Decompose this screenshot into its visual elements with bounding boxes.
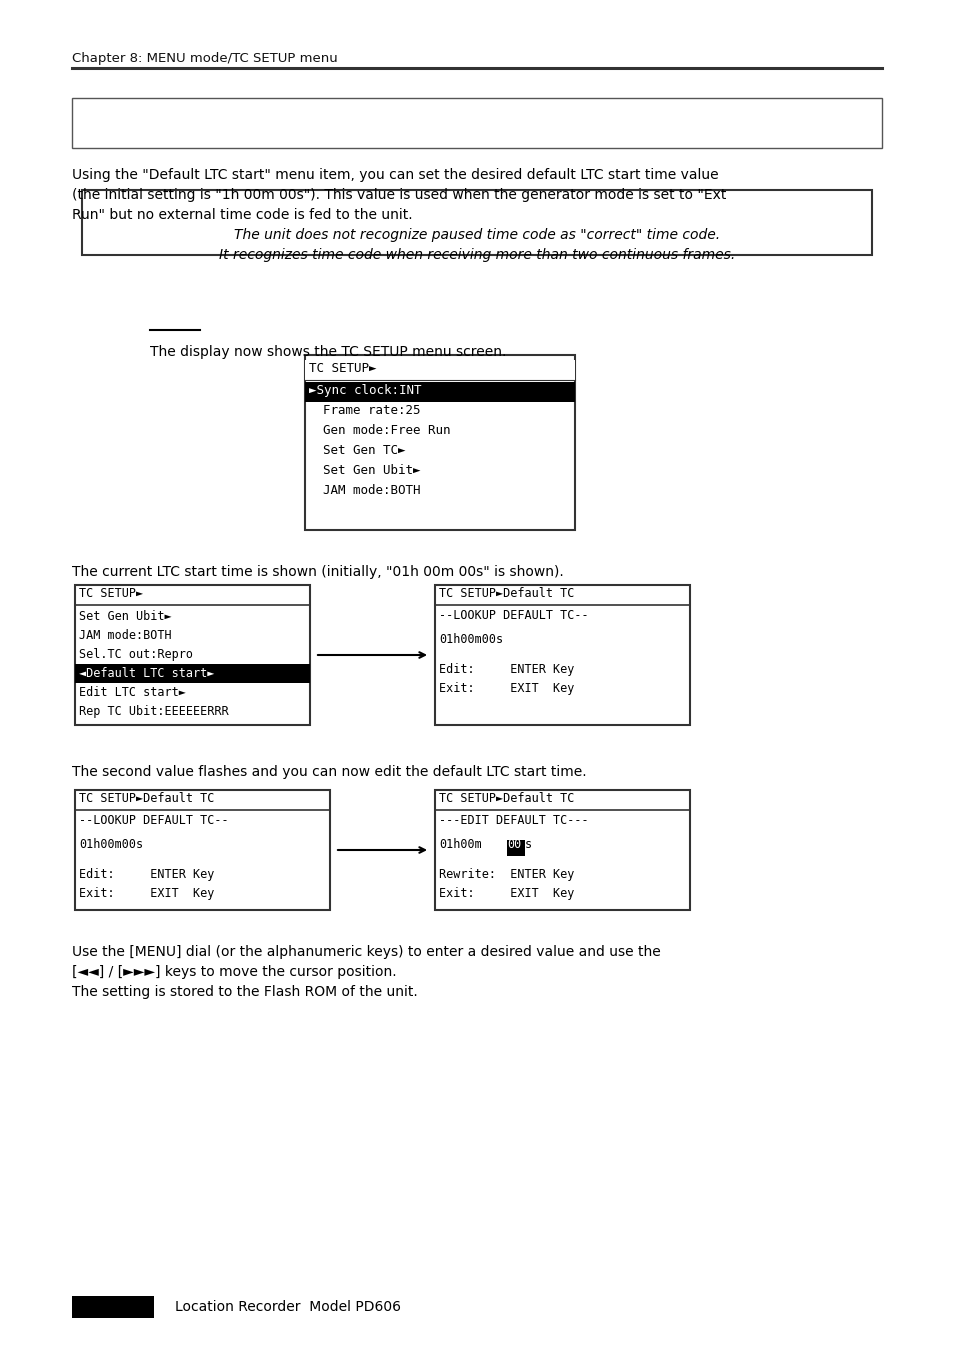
Text: Chapter 8: MENU mode/TC SETUP menu: Chapter 8: MENU mode/TC SETUP menu [71,51,337,65]
Text: Rep TC Ubit:EEEEEERRR: Rep TC Ubit:EEEEEERRR [79,705,229,717]
Text: TC SETUP►: TC SETUP► [309,362,376,376]
Text: The setting is stored to the Flash ROM of the unit.: The setting is stored to the Flash ROM o… [71,985,417,998]
Text: Set Gen Ubit►: Set Gen Ubit► [323,463,420,477]
Text: Rewrite:  ENTER Key: Rewrite: ENTER Key [438,867,574,881]
Text: The unit does not recognize paused time code as "correct" time code.: The unit does not recognize paused time … [233,228,720,242]
Text: JAM mode:BOTH: JAM mode:BOTH [323,484,420,497]
Text: TC SETUP►: TC SETUP► [79,586,143,600]
Text: The current LTC start time is shown (initially, "01h 00m 00s" is shown).: The current LTC start time is shown (ini… [71,565,563,580]
Text: [◄◄] / [►►►] keys to move the cursor position.: [◄◄] / [►►►] keys to move the cursor pos… [71,965,396,979]
Text: Gen mode:Free Run: Gen mode:Free Run [323,424,450,436]
Text: Sel.TC out:Repro: Sel.TC out:Repro [79,648,193,661]
Text: 00: 00 [506,838,520,851]
Text: Use the [MENU] dial (or the alphanumeric keys) to enter a desired value and use : Use the [MENU] dial (or the alphanumeric… [71,944,660,959]
Text: The second value flashes and you can now edit the default LTC start time.: The second value flashes and you can now… [71,765,586,780]
FancyBboxPatch shape [75,663,310,684]
Text: Set Gen TC►: Set Gen TC► [323,444,405,457]
Text: 01h00m00s: 01h00m00s [79,838,143,851]
FancyBboxPatch shape [71,99,882,149]
FancyBboxPatch shape [305,355,575,530]
Text: The display now shows the TC SETUP menu screen.: The display now shows the TC SETUP menu … [150,345,506,359]
Text: 01h00m00s: 01h00m00s [438,634,502,646]
Text: (the initial setting is "1h 00m 00s"). This value is used when the generator mod: (the initial setting is "1h 00m 00s"). T… [71,188,725,203]
Text: ◄Default LTC start►: ◄Default LTC start► [79,667,214,680]
FancyBboxPatch shape [305,382,575,403]
FancyBboxPatch shape [506,840,524,857]
Text: ---EDIT DEFAULT TC---: ---EDIT DEFAULT TC--- [438,815,588,827]
Text: It recognizes time code when receiving more than two continuous frames.: It recognizes time code when receiving m… [218,249,735,262]
Text: JAM mode:BOTH: JAM mode:BOTH [79,630,172,642]
Text: TC SETUP►Default TC: TC SETUP►Default TC [438,792,574,805]
Text: TC SETUP►Default TC: TC SETUP►Default TC [79,792,214,805]
Text: Exit:     EXIT  Key: Exit: EXIT Key [438,682,574,694]
FancyBboxPatch shape [75,790,330,911]
Text: Edit:     ENTER Key: Edit: ENTER Key [79,867,214,881]
Text: TC SETUP►Default TC: TC SETUP►Default TC [438,586,574,600]
Text: Edit LTC start►: Edit LTC start► [79,686,186,698]
Text: Location Recorder  Model PD606: Location Recorder Model PD606 [174,1300,400,1315]
Text: Exit:     EXIT  Key: Exit: EXIT Key [79,888,214,900]
Text: --LOOKUP DEFAULT TC--: --LOOKUP DEFAULT TC-- [438,609,588,621]
FancyBboxPatch shape [71,1296,153,1319]
Text: 01h00m: 01h00m [438,838,481,851]
FancyBboxPatch shape [75,585,310,725]
FancyBboxPatch shape [305,359,575,380]
Text: --LOOKUP DEFAULT TC--: --LOOKUP DEFAULT TC-- [79,815,229,827]
Text: s: s [524,838,532,851]
FancyBboxPatch shape [82,190,871,255]
FancyBboxPatch shape [435,585,689,725]
Text: Run" but no external time code is fed to the unit.: Run" but no external time code is fed to… [71,208,413,222]
Text: Using the "Default LTC start" menu item, you can set the desired default LTC sta: Using the "Default LTC start" menu item,… [71,168,718,182]
Text: Set Gen Ubit►: Set Gen Ubit► [79,611,172,623]
Text: Frame rate:25: Frame rate:25 [323,404,420,417]
FancyBboxPatch shape [435,790,689,911]
Text: Exit:     EXIT  Key: Exit: EXIT Key [438,888,574,900]
Text: Edit:     ENTER Key: Edit: ENTER Key [438,663,574,676]
Text: ►Sync clock:INT: ►Sync clock:INT [309,384,421,397]
